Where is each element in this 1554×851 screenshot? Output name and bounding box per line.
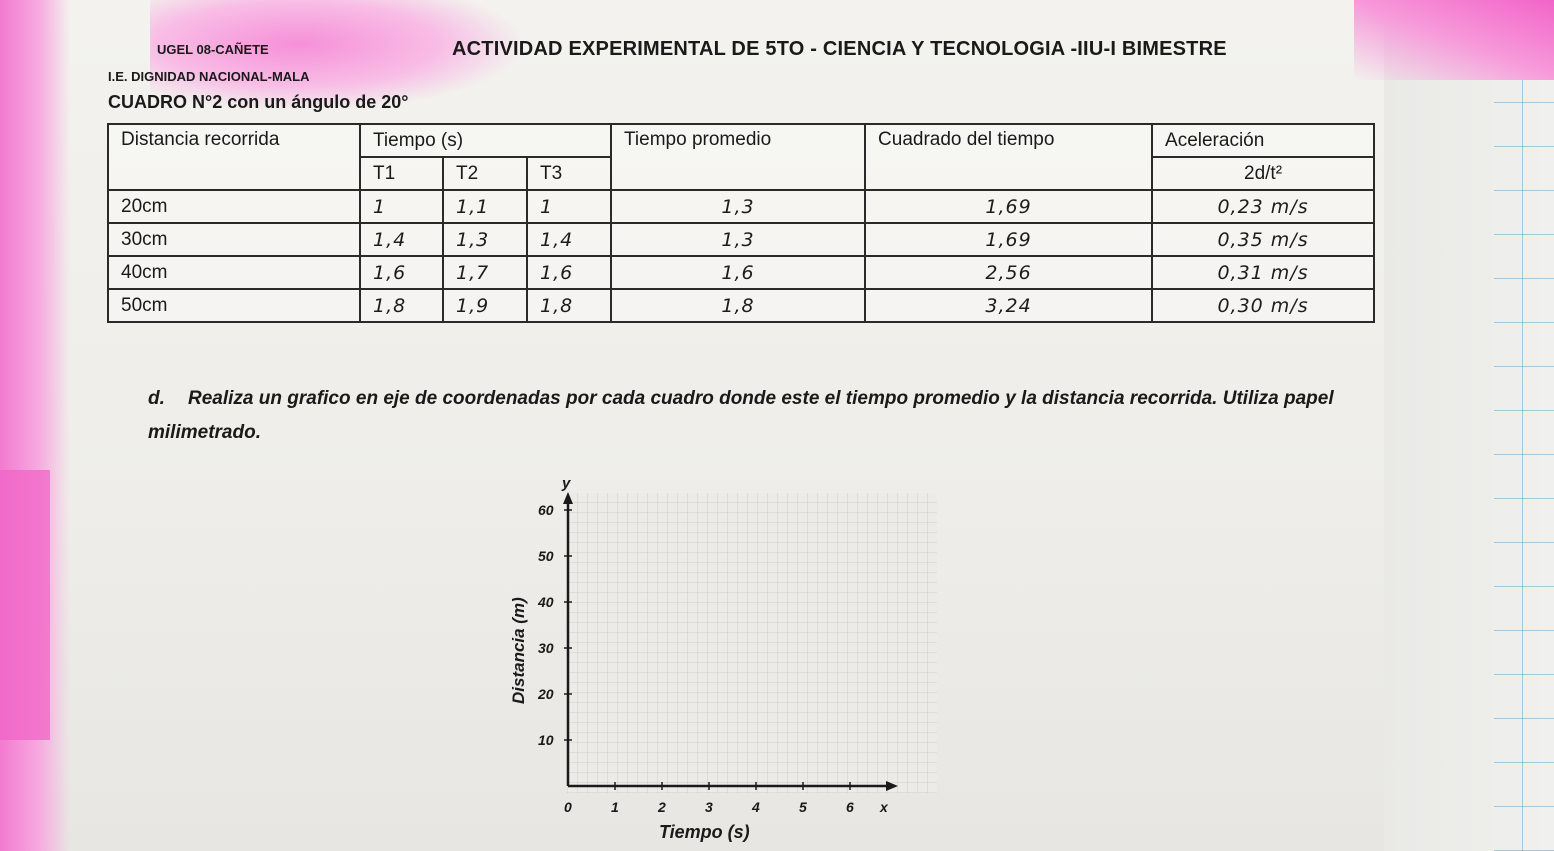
graph-paper-grid — [567, 493, 937, 793]
data-table: Distancia recorrida Tiempo (s) Tiempo pr… — [107, 123, 1376, 323]
header-promedio: Tiempo promedio — [610, 123, 867, 191]
table-caption: CUADRO N°2 con un ángulo de 20° — [108, 92, 409, 112]
pink-paper-edge-left-lower — [0, 470, 50, 740]
notebook-edge-right — [1384, 0, 1554, 851]
header-formula: 2d/t² — [1151, 156, 1376, 191]
y-tick-label: 50 — [538, 548, 554, 564]
cell-cuadrado: 1,69 — [864, 189, 1154, 224]
instruction-text: Realiza un grafico en eje de coordenadas… — [148, 388, 1334, 443]
cell-aceleracion: 0,35 m/s — [1151, 222, 1376, 257]
header-distancia: Distancia recorrida — [107, 123, 361, 191]
x-tick-label: 3 — [705, 799, 713, 815]
cell-t2: 1,3 — [442, 222, 528, 257]
y-axis-letter: y — [561, 475, 571, 492]
instruction-paragraph: d. Realiza un grafico en eje de coordenad… — [148, 382, 1348, 450]
table-row: 50cm 1,8 1,9 1,8 1,8 3,24 0,30 m/s — [107, 288, 1376, 323]
cell-distancia: 30cm — [107, 222, 361, 257]
y-tick-label: 10 — [538, 732, 554, 748]
cell-promedio: 1,3 — [610, 222, 867, 257]
document-title: ACTIVIDAD EXPERIMENTAL DE 5TO - CIENCIA … — [452, 38, 1227, 60]
cell-t3: 1,6 — [525, 255, 613, 290]
cell-promedio: 1,3 — [610, 189, 867, 224]
cell-t1: 1 — [359, 189, 444, 224]
cell-promedio: 1,6 — [610, 255, 867, 290]
cell-t2: 1,1 — [442, 189, 528, 224]
header-cuadrado: Cuadrado del tiempo — [864, 123, 1154, 191]
cell-cuadrado: 1,69 — [864, 222, 1154, 257]
table-header-row: Distancia recorrida Tiempo (s) Tiempo pr… — [107, 123, 1376, 191]
header-aceleracion: Aceleración — [1151, 123, 1376, 158]
notebook-grid-right — [1494, 80, 1554, 851]
y-axis-title: Distancia (m) — [509, 597, 528, 704]
cell-t3: 1,8 — [525, 288, 613, 323]
x-tick-label: 6 — [846, 799, 854, 815]
y-tick-label: 40 — [537, 594, 554, 610]
cell-t1: 1,4 — [359, 222, 444, 257]
cell-aceleracion: 0,31 m/s — [1151, 255, 1376, 290]
x-tick-label: 0 — [564, 799, 572, 815]
cell-t3: 1,4 — [525, 222, 613, 257]
cell-t2: 1,9 — [442, 288, 528, 323]
table-row: 30cm 1,4 1,3 1,4 1,3 1,69 0,35 m/s — [107, 222, 1376, 257]
cell-t1: 1,8 — [359, 288, 444, 323]
y-tick-label: 30 — [538, 640, 554, 656]
y-axis-arrow — [563, 492, 573, 504]
x-tick-label: 4 — [751, 799, 760, 815]
table-row: 20cm 1 1,1 1 1,3 1,69 0,23 m/s — [107, 189, 1376, 224]
pink-paper-edge-right — [1354, 0, 1554, 80]
instruction-letter: d. — [148, 388, 165, 409]
x-axis-letter: x — [879, 799, 889, 815]
header-t2: T2 — [442, 156, 528, 191]
y-tick-label: 20 — [537, 686, 554, 702]
cell-t3: 1 — [525, 189, 613, 224]
x-tick-label: 2 — [657, 799, 666, 815]
pink-paper-edge-top — [150, 0, 520, 110]
cell-distancia: 50cm — [107, 288, 361, 323]
cell-aceleracion: 0,23 m/s — [1151, 189, 1376, 224]
x-axis-arrow — [886, 781, 898, 791]
header-t3: T3 — [525, 156, 613, 191]
header-tiempo: Tiempo (s) — [358, 123, 613, 158]
table-subheader-row: T1 T2 T3 2d/t² — [108, 156, 1376, 191]
cell-cuadrado: 2,56 — [864, 255, 1154, 290]
empty-coordinate-chart: 0 1 2 3 4 5 6 10 20 30 40 50 60 x y Tiempo (s) Distancia… — [509, 475, 898, 842]
y-tick-label: 60 — [538, 502, 554, 518]
school-name: I.E. DIGNIDAD NACIONAL-MALA — [108, 69, 310, 84]
cell-t2: 1,7 — [442, 255, 528, 290]
x-tick-label: 5 — [799, 799, 807, 815]
header-t1: T1 — [359, 156, 444, 191]
cell-cuadrado: 3,24 — [864, 288, 1154, 323]
ugel-label: UGEL 08-CAÑETE — [157, 42, 269, 57]
table-row: 40cm 1,6 1,7 1,6 1,6 2,56 0,31 m/s — [107, 255, 1376, 290]
x-axis-title: Tiempo (s) — [659, 822, 750, 842]
cell-distancia: 40cm — [107, 255, 361, 290]
x-tick-label: 1 — [611, 799, 619, 815]
cell-aceleracion: 0,30 m/s — [1151, 288, 1376, 323]
cell-distancia: 20cm — [107, 189, 361, 224]
cell-promedio: 1,8 — [610, 288, 867, 323]
cell-t1: 1,6 — [359, 255, 444, 290]
